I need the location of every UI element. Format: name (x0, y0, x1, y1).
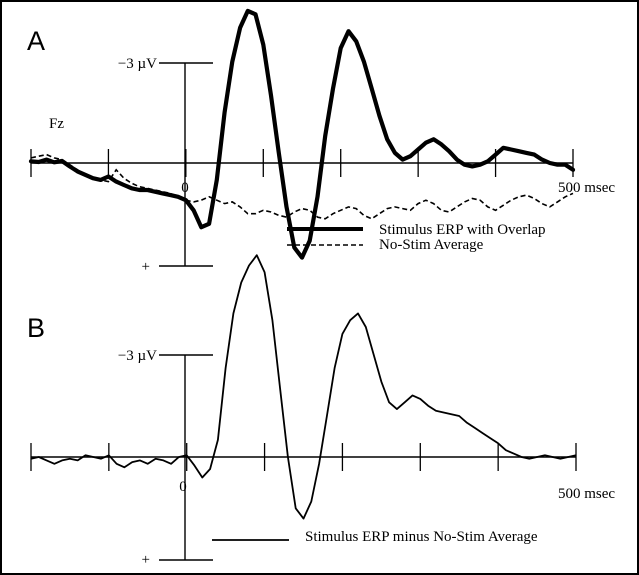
series-stimulus-erp-with-overlap (28, 8, 576, 260)
end-label: 500 msec (558, 180, 615, 196)
series-no-stim-average (30, 153, 574, 220)
y-unit-label: −3 µV (118, 56, 157, 72)
end-label: 500 msec (558, 486, 615, 502)
electrode-label: Fz (49, 116, 64, 132)
zero-label: 0 (179, 479, 187, 495)
x-ticks (30, 443, 577, 471)
y-positive-label: + (142, 552, 150, 568)
series-stimulus-erp-minus-no-stim (30, 254, 577, 520)
panel-letter: A (27, 26, 45, 56)
legend-label-difference: Stimulus ERP minus No-Stim Average (305, 529, 538, 545)
legend: Stimulus ERP minus No-Stim Average (212, 529, 538, 545)
legend: Stimulus ERP with Overlap No-Stim Averag… (287, 222, 546, 253)
legend-label-stimulus-erp: Stimulus ERP with Overlap (379, 222, 546, 238)
y-unit-label: −3 µV (118, 348, 157, 364)
panel-b: B −3 µV + 0 500 msec Stimulus ERP minus … (27, 254, 615, 568)
legend-label-no-stim: No-Stim Average (379, 237, 484, 253)
zero-label: 0 (181, 180, 189, 196)
panel-a: A Fz −3 µV + 0 500 msec Stimulus ERP wit… (27, 8, 615, 275)
y-positive-label: + (142, 259, 150, 275)
panel-letter: B (27, 313, 45, 343)
